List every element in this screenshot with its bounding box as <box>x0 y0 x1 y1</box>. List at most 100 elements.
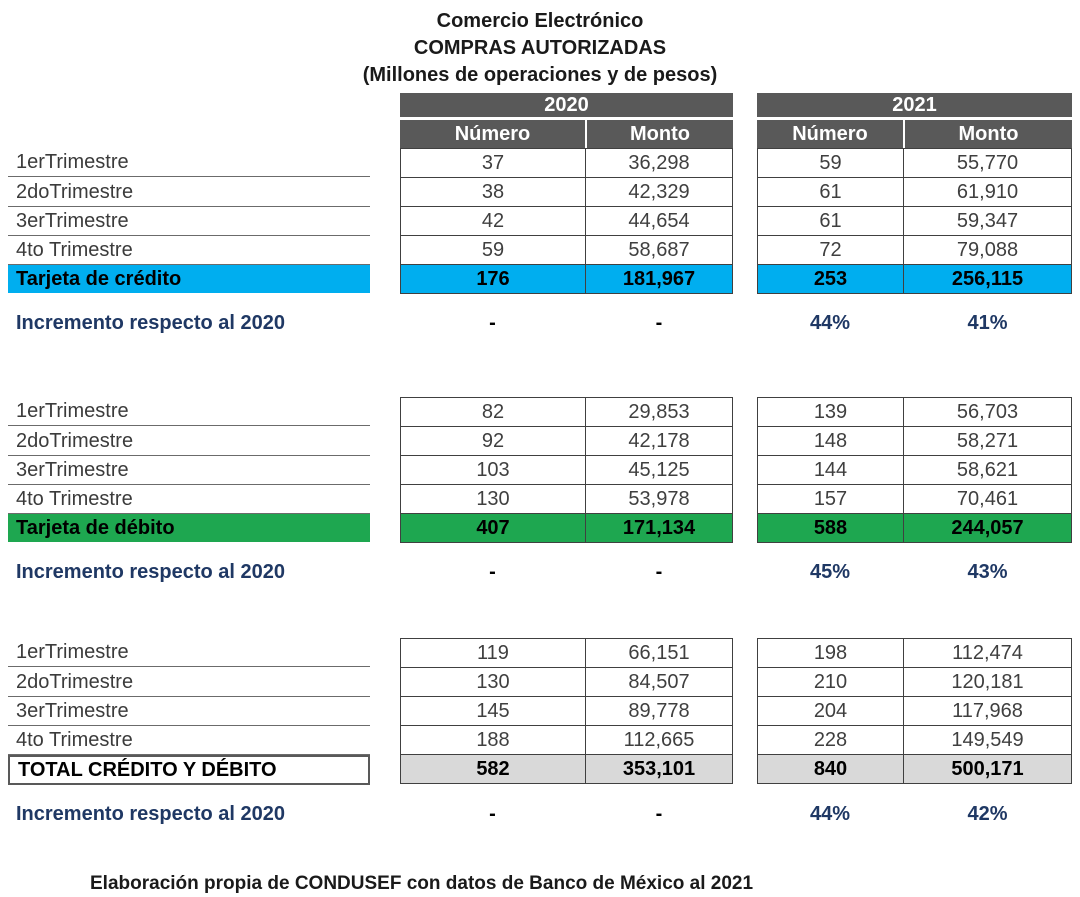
quarter-value-cell: 61 <box>757 207 903 236</box>
quarter-value-cell: 144 <box>757 456 903 485</box>
increment-value-cell: - <box>489 803 496 825</box>
quarter-value-cell: 58,621 <box>903 456 1072 485</box>
quarter-value-cell: 45,125 <box>585 456 733 485</box>
increment-row-label: Incremento respecto al 2020 <box>16 312 286 334</box>
quarter-value-cell: 119 <box>400 638 585 668</box>
increment-value-cell: 41% <box>967 312 1008 334</box>
summary-value-cell: 181,967 <box>585 265 733 294</box>
quarter-value-cell: 82 <box>400 397 585 427</box>
quarter-row-label: 3erTrimestre <box>8 207 370 236</box>
quarter-value-cell: 29,853 <box>585 397 733 427</box>
summary-value-cell: 256,115 <box>903 265 1072 294</box>
quarter-value-cell: 92 <box>400 427 585 456</box>
quarter-value-cell: 59 <box>400 236 585 265</box>
increment-value-cell: - <box>489 312 496 334</box>
increment-value-cell: 45% <box>809 561 851 583</box>
increment-value-cell: - <box>655 561 663 583</box>
quarter-value-cell: 130 <box>400 485 585 514</box>
increment-value-cell: - <box>655 312 663 334</box>
quarter-value-cell: 37 <box>400 148 585 178</box>
summary-value-cell: 253 <box>757 265 903 294</box>
summary-value-cell: 244,057 <box>903 514 1072 543</box>
column-header-numero-2021: Número <box>757 120 903 148</box>
quarter-value-cell: 228 <box>757 726 903 755</box>
increment-value-cell: 44% <box>809 312 851 334</box>
summary-value-cell: 840 <box>757 755 903 784</box>
quarter-value-cell: 72 <box>757 236 903 265</box>
report-title: Comercio Electrónico COMPRAS AUTORIZADAS… <box>0 8 1080 89</box>
quarter-value-cell: 44,654 <box>585 207 733 236</box>
quarter-row-label: 2doTrimestre <box>8 178 370 207</box>
quarter-value-cell: 204 <box>757 697 903 726</box>
summary-row-label: Tarjeta de débito <box>8 514 370 542</box>
quarter-value-cell: 112,474 <box>903 638 1072 668</box>
column-header-monto-2020: Monto <box>585 120 733 148</box>
year-header-2021: 2021 <box>757 93 1072 120</box>
summary-value-cell: 171,134 <box>585 514 733 543</box>
title-line-3: (Millones de operaciones y de pesos) <box>362 64 718 86</box>
summary-value-cell: 500,171 <box>903 755 1072 784</box>
increment-row-label: Incremento respecto al 2020 <box>16 803 286 825</box>
quarter-value-cell: 59,347 <box>903 207 1072 236</box>
summary-value-cell: 582 <box>400 755 585 784</box>
quarter-row-label: 2doTrimestre <box>8 427 370 456</box>
quarter-value-cell: 89,778 <box>585 697 733 726</box>
quarter-row-label: 4to Trimestre <box>8 485 370 514</box>
quarter-value-cell: 61 <box>757 178 903 207</box>
section-spacer <box>8 352 1072 397</box>
section-spacer <box>8 601 1072 638</box>
quarter-value-cell: 112,665 <box>585 726 733 755</box>
quarter-value-cell: 42,329 <box>585 178 733 207</box>
quarter-row-label: 2doTrimestre <box>8 668 370 697</box>
column-header-monto-2021: Monto <box>903 120 1072 148</box>
summary-value-cell: 407 <box>400 514 585 543</box>
quarter-value-cell: 139 <box>757 397 903 427</box>
quarter-value-cell: 157 <box>757 485 903 514</box>
increment-value-cell: - <box>489 561 496 583</box>
quarter-value-cell: 210 <box>757 668 903 697</box>
summary-value-cell: 176 <box>400 265 585 294</box>
quarter-value-cell: 53,978 <box>585 485 733 514</box>
quarter-row-label: 3erTrimestre <box>8 697 370 726</box>
data-table: 2020 2021 Número Monto Número Monto 1erT… <box>8 93 1080 843</box>
quarter-value-cell: 61,910 <box>903 178 1072 207</box>
increment-value-cell: 44% <box>809 803 851 825</box>
quarter-value-cell: 66,151 <box>585 638 733 668</box>
quarter-value-cell: 198 <box>757 638 903 668</box>
source-note: Elaboración propia de CONDUSEF con datos… <box>90 873 754 894</box>
quarter-value-cell: 117,968 <box>903 697 1072 726</box>
title-line-2: COMPRAS AUTORIZADAS <box>413 37 667 59</box>
quarter-value-cell: 145 <box>400 697 585 726</box>
summary-row-label: TOTAL CRÉDITO Y DÉBITO <box>8 755 370 785</box>
quarter-value-cell: 188 <box>400 726 585 755</box>
increment-value-cell: 43% <box>967 561 1008 583</box>
quarter-row-label: 1erTrimestre <box>8 638 370 667</box>
quarter-value-cell: 79,088 <box>903 236 1072 265</box>
quarter-row-label: 4to Trimestre <box>8 236 370 265</box>
quarter-value-cell: 58,687 <box>585 236 733 265</box>
quarter-value-cell: 58,271 <box>903 427 1072 456</box>
quarter-row-label: 1erTrimestre <box>8 397 370 426</box>
quarter-value-cell: 148 <box>757 427 903 456</box>
summary-row-label: Tarjeta de crédito <box>8 265 370 293</box>
column-header-numero-2020: Número <box>400 120 585 148</box>
quarter-value-cell: 59 <box>757 148 903 178</box>
quarter-value-cell: 42,178 <box>585 427 733 456</box>
increment-value-cell: 42% <box>967 803 1008 825</box>
quarter-row-label: 4to Trimestre <box>8 726 370 755</box>
quarter-value-cell: 84,507 <box>585 668 733 697</box>
quarter-value-cell: 70,461 <box>903 485 1072 514</box>
quarter-value-cell: 36,298 <box>585 148 733 178</box>
title-line-1: Comercio Electrónico <box>436 10 644 32</box>
quarter-value-cell: 42 <box>400 207 585 236</box>
quarter-row-label: 1erTrimestre <box>8 148 370 177</box>
quarter-value-cell: 120,181 <box>903 668 1072 697</box>
quarter-value-cell: 55,770 <box>903 148 1072 178</box>
quarter-row-label: 3erTrimestre <box>8 456 370 485</box>
quarter-value-cell: 56,703 <box>903 397 1072 427</box>
quarter-value-cell: 130 <box>400 668 585 697</box>
quarter-value-cell: 103 <box>400 456 585 485</box>
increment-row-label: Incremento respecto al 2020 <box>16 561 286 583</box>
quarter-value-cell: 149,549 <box>903 726 1072 755</box>
increment-value-cell: - <box>655 803 663 825</box>
